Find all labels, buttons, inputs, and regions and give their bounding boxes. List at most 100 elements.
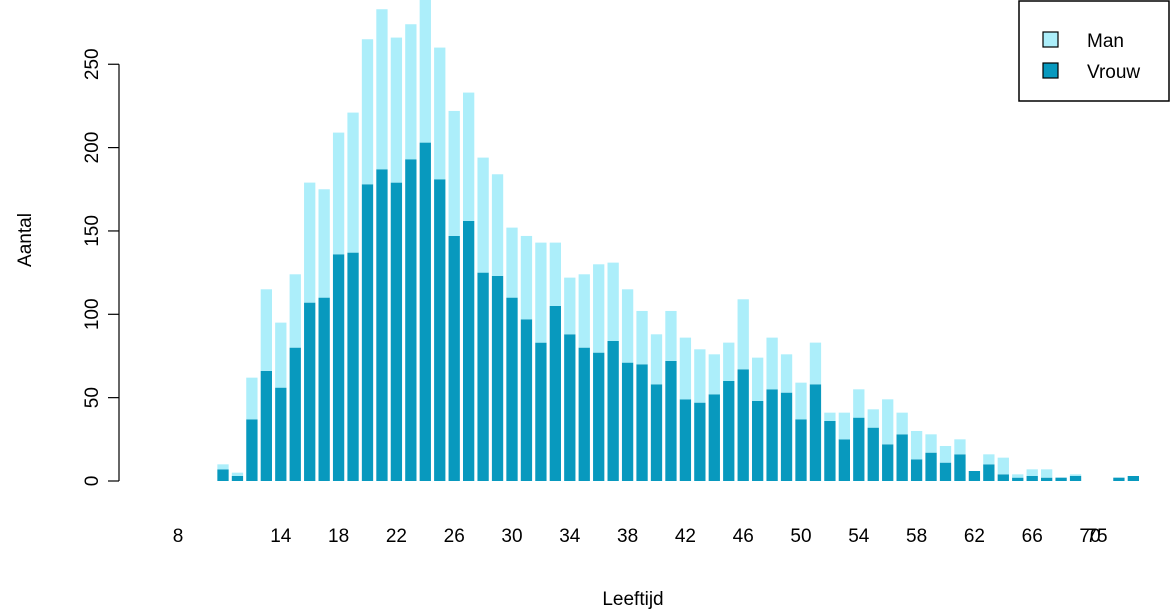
bar-vrouw-26 <box>448 235 460 481</box>
y-tick-label-50: 50 <box>82 387 103 408</box>
bar-vrouw-44 <box>708 394 720 481</box>
legend-label-man: Man <box>1087 31 1124 52</box>
bar-man-32 <box>535 242 547 343</box>
bar-vrouw-48 <box>766 389 778 481</box>
bar-man-52 <box>824 412 836 421</box>
y-tick-label-150: 150 <box>82 215 103 247</box>
bar-vrouw-19 <box>347 252 359 481</box>
x-tick-label-22: 22 <box>386 526 407 547</box>
bar-vrouw-47 <box>752 400 764 481</box>
bar-vrouw-38 <box>621 362 634 481</box>
bar-man-44 <box>708 354 720 395</box>
x-tick-label-46: 46 <box>733 526 754 547</box>
bar-man-34 <box>564 277 576 335</box>
bar-vrouw-65 <box>1012 477 1024 481</box>
bar-man-33 <box>549 242 561 306</box>
bar-man-51 <box>809 342 822 385</box>
x-tick-label-66: 66 <box>1022 526 1043 547</box>
legend-box <box>1018 0 1170 102</box>
bar-man-19 <box>347 112 359 253</box>
bar-vrouw-28 <box>477 272 489 481</box>
bar-man-17 <box>318 189 330 298</box>
x-tick-label-75: 75 <box>1086 526 1107 547</box>
bar-man-65 <box>1012 474 1024 478</box>
bar-vrouw-55 <box>867 427 879 481</box>
x-tick-label-62: 62 <box>964 526 985 547</box>
bar-vrouw-53 <box>838 439 850 481</box>
bar-man-64 <box>997 457 1009 475</box>
bar-vrouw-11 <box>231 475 244 481</box>
bar-vrouw-21 <box>376 169 388 481</box>
bar-man-60 <box>939 445 952 463</box>
bar-vrouw-41 <box>665 360 677 481</box>
y-tick-label-0: 0 <box>82 476 103 487</box>
bar-vrouw-43 <box>694 402 706 481</box>
bar-vrouw-45 <box>723 380 735 481</box>
bar-vrouw-35 <box>578 347 590 481</box>
x-tick-label-50: 50 <box>790 526 811 547</box>
bar-man-15 <box>289 274 301 348</box>
bar-man-59 <box>925 434 937 453</box>
bar-vrouw-31 <box>520 319 533 481</box>
bar-vrouw-15 <box>289 347 301 481</box>
legend-label-vrouw: Vrouw <box>1087 62 1140 83</box>
bar-man-28 <box>477 157 489 273</box>
bar-vrouw-40 <box>650 384 663 481</box>
bar-man-43 <box>694 349 706 403</box>
bar-vrouw-29 <box>491 275 504 481</box>
bar-man-12 <box>246 377 258 420</box>
x-tick-label-8: 8 <box>173 526 184 547</box>
legend-swatch-vrouw <box>1042 62 1059 79</box>
bar-man-47 <box>752 357 764 401</box>
bar-vrouw-37 <box>607 340 619 481</box>
y-axis-title: Aantal <box>15 213 36 267</box>
bar-vrouw-33 <box>549 305 561 481</box>
bar-man-23 <box>405 24 417 160</box>
y-tick-label-100: 100 <box>82 298 103 330</box>
x-tick-label-14: 14 <box>270 526 292 547</box>
bar-vrouw-42 <box>679 399 692 481</box>
bar-man-54 <box>853 389 865 418</box>
bar-vrouw-66 <box>1026 475 1038 481</box>
bar-vrouw-23 <box>405 159 417 482</box>
bar-vrouw-17 <box>318 297 330 481</box>
bar-vrouw-39 <box>636 364 648 481</box>
bar-vrouw-64 <box>997 474 1009 481</box>
bar-vrouw-58 <box>910 459 923 481</box>
y-tick-label-200: 200 <box>82 132 103 164</box>
bar-man-36 <box>593 264 605 353</box>
bar-man-41 <box>665 310 677 361</box>
bar-vrouw-18 <box>332 254 345 481</box>
bar-man-10 <box>217 464 229 470</box>
bar-man-16 <box>304 182 316 303</box>
x-tick-label-70: 70 <box>1079 526 1100 547</box>
bar-man-57 <box>896 412 908 435</box>
bar-vrouw-36 <box>593 352 605 481</box>
bar-man-48 <box>766 337 778 390</box>
bar-man-69 <box>1069 474 1082 476</box>
bar-man-26 <box>448 110 460 236</box>
bar-man-35 <box>578 274 590 348</box>
bar-man-24 <box>419 0 431 143</box>
bar-vrouw-22 <box>390 182 403 481</box>
x-tick-label-54: 54 <box>848 526 870 547</box>
bar-vrouw-61 <box>954 454 966 481</box>
bar-vrouw-49 <box>780 392 793 481</box>
bar-vrouw-59 <box>925 452 937 481</box>
y-axis: 0 50 100 150 200 250 <box>82 48 120 487</box>
bar-vrouw-60 <box>939 462 952 481</box>
x-tick-label-42: 42 <box>675 526 696 547</box>
bar-man-30 <box>506 227 518 298</box>
bar-man-49 <box>780 354 793 393</box>
bar-man-55 <box>867 409 879 428</box>
bar-vrouw-63 <box>983 464 995 481</box>
x-tick-label-18: 18 <box>328 526 349 547</box>
bar-man-21 <box>376 9 388 170</box>
bar-vrouw-34 <box>564 334 576 481</box>
bar-man-37 <box>607 262 619 341</box>
y-tick-label-250: 250 <box>82 48 103 80</box>
bar-vrouw-72 <box>1113 477 1125 481</box>
bar-man-58 <box>910 430 923 460</box>
bar-man-29 <box>491 174 504 276</box>
